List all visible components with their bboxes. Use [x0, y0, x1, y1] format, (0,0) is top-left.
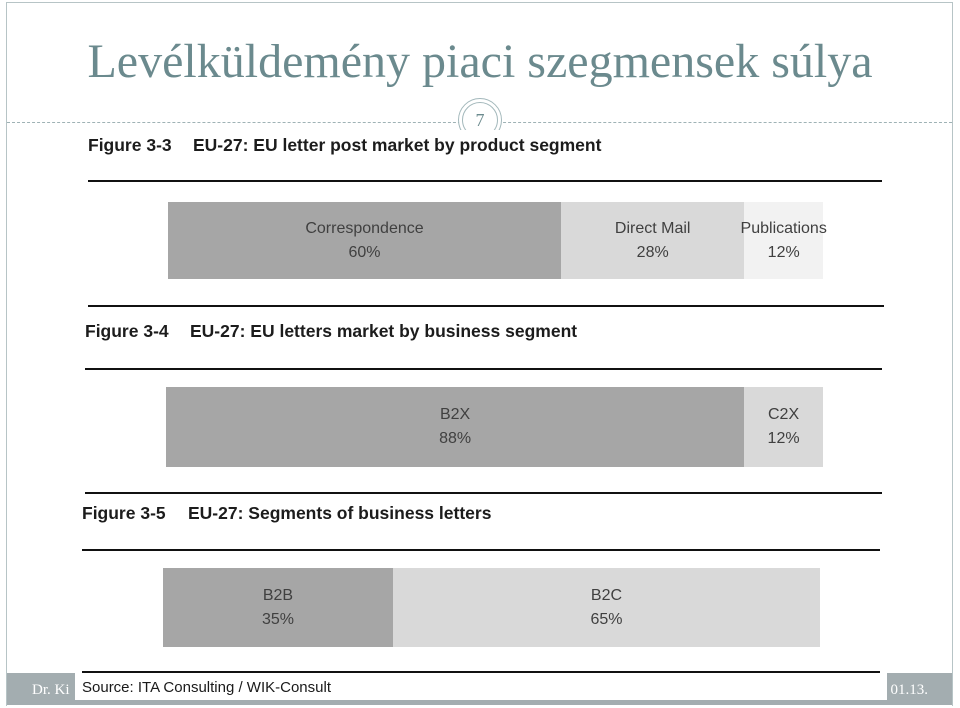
source-note: Source: ITA Consulting / WIK-Consult — [82, 679, 331, 696]
bar-segment-publications: Publications 12% — [741, 202, 827, 279]
segment-value: 65 — [590, 610, 609, 628]
segment-value: 88 — [439, 430, 457, 447]
bar-segment-c2x: C2X 12% — [744, 387, 823, 467]
figure-number: Figure 3-5 — [82, 503, 166, 523]
segment-label: B2B — [262, 586, 294, 604]
page-number: 7 — [475, 110, 485, 130]
segment-unit: % — [456, 430, 472, 447]
bar-segment-b2x: B2X 88% — [166, 387, 745, 467]
figure-number: Figure 3-3 — [88, 135, 172, 155]
segment-value: 12 — [767, 430, 786, 447]
chart-top-rule — [82, 549, 880, 551]
segment-label: Direct Mail — [614, 219, 691, 237]
chart-top-rule — [85, 368, 882, 370]
segment-label: Publications — [740, 219, 827, 237]
segment-value: 35 — [261, 610, 280, 628]
segment-value: 60 — [348, 243, 367, 261]
slide-title: Levélküldemény piaci szegmensek súlya — [87, 35, 873, 88]
segment-value-label: 60% — [348, 241, 380, 265]
segment-unit: % — [608, 610, 623, 628]
chart-title: EU-27: EU letter post market by product … — [193, 135, 602, 155]
stacked-bar: Correspondence 60% Direct Mail 28% Publicati… — [168, 202, 827, 279]
stacked-bar: B2B 35% B2C 65% — [163, 568, 820, 647]
segment-label: Correspondence — [305, 219, 424, 237]
segment-value: 12 — [767, 243, 786, 261]
segment-label: B2X — [439, 406, 471, 423]
footer-date: 01.13. — [890, 682, 929, 698]
segment-unit: % — [785, 243, 800, 261]
segment-value-label: 88% — [439, 427, 471, 451]
bar-segment-b2c: B2C 65% — [392, 568, 820, 647]
chart-bottom-rule — [85, 492, 882, 494]
segment-value-label: 28% — [637, 241, 669, 265]
bar-segment-b2b: B2B 35% — [163, 568, 393, 647]
stacked-bar: B2X 88% C2X 12% — [166, 387, 823, 467]
chart-bottom-rule — [88, 305, 884, 307]
figure-number: Figure 3-4 — [85, 321, 169, 341]
bar-segment-direct-mail: Direct Mail 28% — [561, 202, 745, 279]
segment-unit: % — [654, 243, 669, 261]
chart-title: EU-27: Segments of business letters — [188, 503, 492, 523]
bar-segment-correspondence: Correspondence 60% — [168, 202, 561, 279]
segment-value-label: 12% — [768, 427, 800, 451]
segment-label: B2C — [590, 586, 623, 604]
chart-bottom-rule — [82, 671, 880, 673]
footer-author: Dr. Ki — [32, 682, 70, 698]
segment-unit: % — [279, 610, 294, 628]
embedded-figure: Figure 3-3 EU-27: EU letter post market … — [75, 130, 887, 700]
segment-unit: % — [785, 430, 800, 447]
slide-frame — [6, 2, 953, 706]
chart-top-rule — [88, 180, 882, 182]
segment-unit: % — [366, 243, 381, 261]
segment-value-label: 35% — [262, 608, 294, 632]
segment-value-label: 12% — [768, 241, 800, 265]
segment-value: 28 — [636, 243, 655, 261]
segment-value-label: 65% — [590, 608, 622, 632]
segment-label: C2X — [768, 406, 800, 423]
chart-title: EU-27: EU letters market by business seg… — [190, 321, 578, 341]
